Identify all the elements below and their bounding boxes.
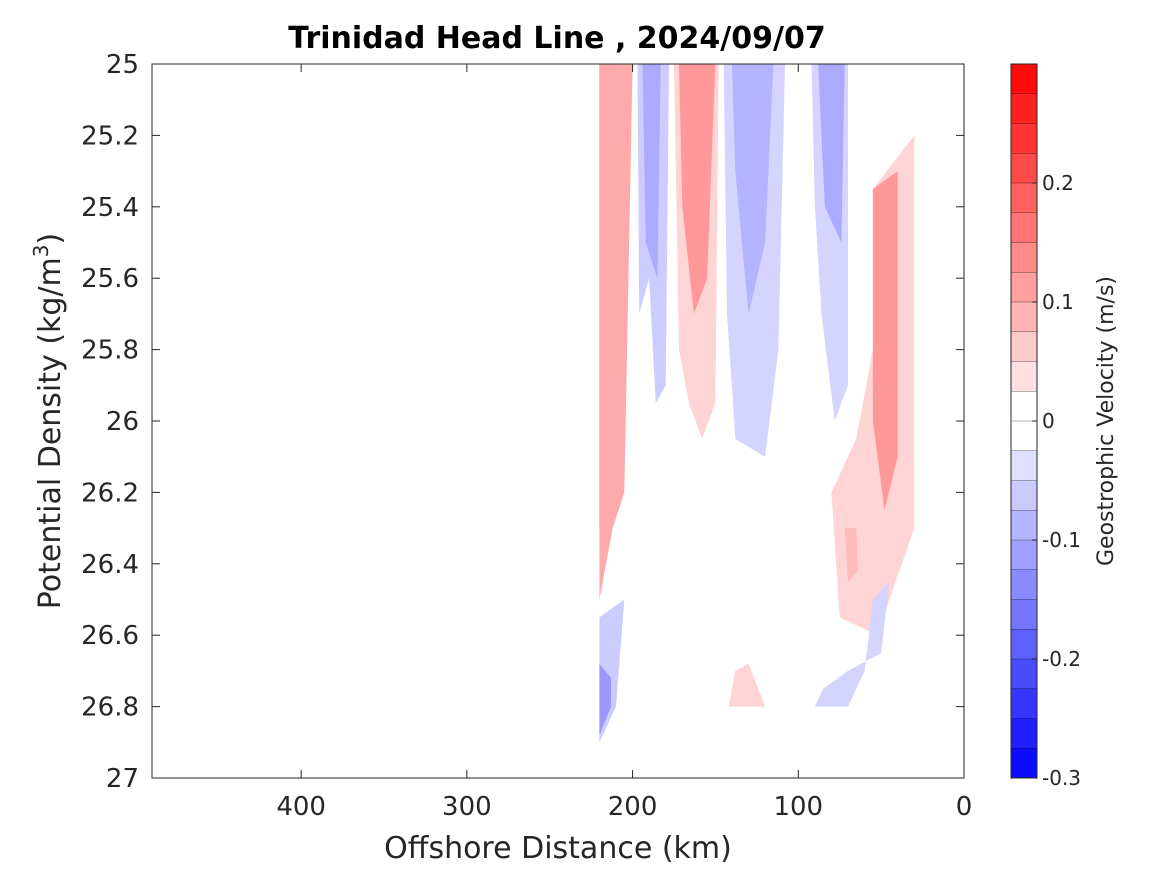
x-tick-label: 100	[773, 792, 823, 822]
y-tick-label: 26	[106, 407, 139, 437]
chart-title: Trinidad Head Line , 2024/09/07	[288, 21, 825, 56]
y-tick-label: 27	[106, 764, 139, 794]
y-axis-label-end: )	[33, 233, 68, 245]
colorbar-level	[1011, 183, 1037, 214]
y-tick-label: 25.4	[81, 193, 139, 223]
colorbar-level	[1011, 659, 1037, 690]
colorbar-level	[1011, 272, 1037, 303]
region-nearshore-edge-halo	[599, 64, 633, 600]
y-axis-label: Potential Density (kg/m3)	[29, 233, 68, 609]
colorbar-level	[1011, 629, 1037, 660]
colorbar-level	[1011, 123, 1037, 154]
region-band-165-core	[679, 64, 716, 314]
colorbar-level	[1011, 153, 1037, 184]
region-shelf-positive-spot	[844, 528, 858, 582]
colorbar-level	[1011, 331, 1037, 362]
colorbar-tick-label: 0.2	[1042, 171, 1074, 195]
colorbar-tick-label: 0.1	[1042, 290, 1074, 314]
y-tick-label: 26.8	[81, 693, 139, 723]
y-axis-label-superscript: 3	[29, 244, 53, 257]
y-tick-label: 26.2	[81, 478, 139, 508]
x-axis-label: Offshore Distance (km)	[384, 831, 732, 866]
y-tick-label: 25.8	[81, 336, 139, 366]
colorbar-level	[1011, 748, 1037, 779]
colorbar-level	[1011, 540, 1037, 571]
colorbar-level	[1011, 64, 1037, 95]
y-tick-label: 26.6	[81, 621, 139, 651]
colorbar-tick-label: -0.3	[1042, 766, 1081, 790]
x-tick-label: 200	[608, 792, 658, 822]
region-band-80-core	[818, 64, 845, 243]
colorbar-level	[1011, 93, 1037, 124]
colorbar-level	[1011, 510, 1037, 541]
y-tick-label: 25	[106, 50, 139, 80]
region-band-195-core	[642, 64, 661, 279]
colorbar-level	[1011, 302, 1037, 333]
colorbar-level	[1011, 480, 1037, 511]
region-shelf-positive-core	[872, 171, 898, 511]
colorbar-level	[1011, 599, 1037, 630]
colorbar-level	[1011, 450, 1037, 481]
x-tick-label: 0	[956, 792, 973, 822]
colorbar-level	[1011, 242, 1037, 273]
x-tick-label: 400	[276, 792, 326, 822]
colorbar-ticks: 0.2 0.1 0 -0.1 -0.2 -0.3	[1032, 171, 1081, 790]
colorbar-level	[1011, 569, 1037, 600]
region-deep-edge-core	[599, 663, 611, 736]
colorbar-level	[1011, 688, 1037, 719]
colorbar-level	[1011, 421, 1037, 452]
colorbar-tick-label: -0.2	[1042, 647, 1081, 671]
region-deep-shelf-negative	[814, 581, 890, 707]
colorbar-tick-label: -0.1	[1042, 528, 1081, 552]
colorbar-tick-label: 0	[1042, 409, 1055, 433]
colorbar-level	[1011, 212, 1037, 243]
y-tick-label: 25.6	[81, 264, 139, 294]
colorbar-label: Geostrophic Velocity (m/s)	[1094, 276, 1119, 566]
colorbar-level	[1011, 718, 1037, 749]
velocity-field	[599, 64, 915, 743]
colorbar-level	[1011, 361, 1037, 392]
y-axis: 25 25.2 25.4 25.6 25.8 26 26.2 26.4 26.6 26.8 27	[81, 50, 964, 794]
x-axis: 400 300 200 100 0	[276, 64, 972, 822]
region-band-125-core	[732, 64, 774, 314]
y-tick-label: 26.4	[81, 550, 139, 580]
colorbar	[1010, 63, 1038, 779]
x-tick-label: 300	[442, 792, 492, 822]
y-axis-label-main: Potential Density (kg/m	[33, 257, 68, 609]
y-tick-label: 25.2	[81, 121, 139, 151]
region-deep-bottom-positive	[728, 663, 766, 707]
colorbar-level	[1011, 391, 1037, 422]
